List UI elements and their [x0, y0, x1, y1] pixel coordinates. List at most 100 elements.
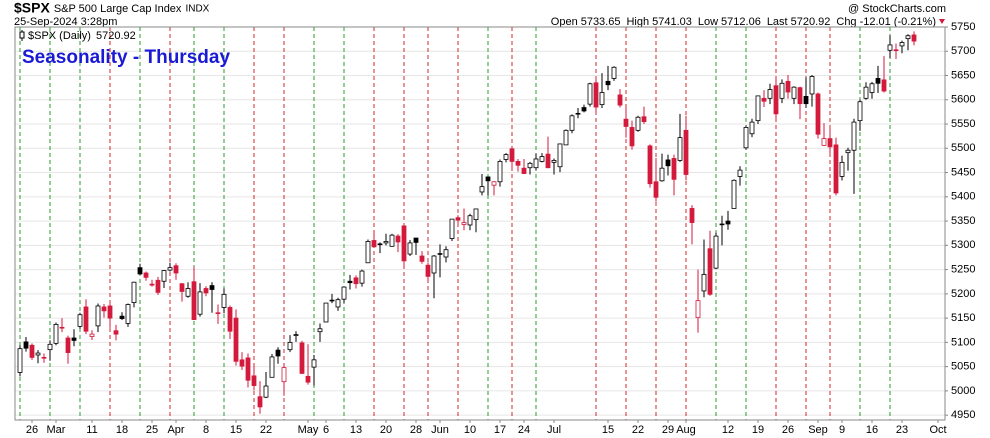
candle-body [131, 281, 137, 303]
quote-label: Open [551, 16, 578, 28]
candle-body [251, 375, 257, 386]
candle-body [785, 80, 791, 93]
y-tick-label: 4950 [951, 409, 975, 421]
candle-body [557, 143, 563, 168]
candle-body [167, 267, 173, 271]
y-tick-label: 5050 [951, 361, 975, 373]
y-tick-label: 5200 [951, 288, 975, 300]
y-tick-label: 5550 [951, 118, 975, 130]
x-tick-label: 25 [146, 424, 158, 436]
candle-body [581, 107, 587, 112]
candle-body [215, 312, 221, 314]
candle-body [107, 305, 113, 319]
candle-body [659, 167, 665, 182]
candle-body [725, 220, 731, 225]
candle-body [809, 76, 815, 95]
candle-body [893, 49, 899, 52]
candle-body [407, 242, 413, 255]
candle-body [41, 357, 47, 359]
candle-body [803, 95, 809, 105]
candle-body [185, 288, 191, 297]
candle-body [419, 255, 425, 262]
candle-body [647, 145, 653, 185]
quote-value: 5720.92 [791, 16, 831, 28]
candle-body [791, 86, 797, 99]
x-tick-label: 22 [260, 424, 272, 436]
candle-body [233, 317, 239, 362]
candle-body [467, 215, 473, 226]
candle-body [839, 161, 845, 177]
candle-body [311, 359, 317, 368]
candle-body [269, 356, 275, 378]
candle-body [905, 35, 911, 40]
candle-body [599, 92, 605, 106]
candle-body [431, 255, 437, 274]
candle-body [323, 302, 329, 323]
candle-body [347, 280, 353, 284]
x-tick-label: Mar [47, 424, 66, 436]
candle-body [83, 306, 89, 332]
x-tick-label: Jul [547, 424, 561, 436]
candle-body [137, 267, 143, 275]
axes: 4950 5000 5050 5100 5150 5200 5250 5300 5350 5400… [26, 21, 976, 436]
candle-body [221, 293, 227, 308]
candle-body [293, 334, 299, 336]
candle-body [815, 93, 821, 135]
candle-body [749, 121, 755, 135]
x-tick-label: 10 [464, 424, 476, 436]
x-tick-label: 11 [86, 424, 97, 436]
y-tick-label: 5700 [951, 45, 975, 57]
y-tick-label: 5750 [951, 21, 975, 33]
x-tick-label: 12 [722, 424, 734, 436]
y-tick-label: 5650 [951, 69, 975, 81]
x-tick-label: 15 [230, 424, 242, 436]
candle-body [155, 279, 161, 293]
y-tick-label: 5450 [951, 166, 975, 178]
candle-body [509, 148, 515, 162]
candle-body [287, 341, 293, 351]
quote-label: Low [698, 16, 718, 28]
candle-body [521, 167, 527, 174]
candle-body [179, 283, 185, 292]
candle-body [761, 97, 767, 102]
x-tick-label: 29 [662, 424, 674, 436]
candle-body [143, 272, 149, 278]
x-tick-label: Aug [676, 424, 696, 436]
legend-icon [19, 31, 25, 39]
candle-body [635, 116, 641, 131]
candle-body [671, 158, 677, 180]
candle-body [887, 44, 893, 51]
x-tick-label: 13 [350, 424, 362, 436]
candle-body [89, 333, 95, 337]
y-tick-label: 5300 [951, 239, 975, 251]
quote-label: Chg [836, 16, 856, 28]
candle-body [743, 127, 749, 149]
legend-label: $SPX (Daily) [28, 30, 91, 42]
candle-body [461, 222, 467, 225]
candle-body [479, 186, 485, 193]
candle-body [665, 159, 671, 167]
candle-body [911, 34, 917, 42]
candle-body [569, 115, 575, 131]
candle-body [443, 249, 449, 258]
copyright: @ StockCharts.com [848, 3, 946, 15]
symbol: $SPX [14, 0, 50, 16]
candle-body [191, 281, 197, 320]
candle-body [239, 359, 245, 367]
candle-body [377, 243, 383, 246]
candle-body [701, 274, 707, 292]
quote-value: 5712.06 [721, 16, 761, 28]
x-tick-label: 28 [410, 424, 422, 436]
candle-body [53, 324, 59, 344]
candle-body [353, 277, 359, 285]
candle-body [713, 235, 719, 269]
candle-body [773, 85, 779, 115]
y-tick-label: 5600 [951, 94, 975, 106]
y-tick-label: 5100 [951, 336, 975, 348]
x-tick-label: 26 [782, 424, 794, 436]
candle-body [617, 94, 623, 106]
candle-body [209, 285, 215, 290]
candle-body [533, 158, 539, 169]
candle-body [563, 129, 569, 146]
